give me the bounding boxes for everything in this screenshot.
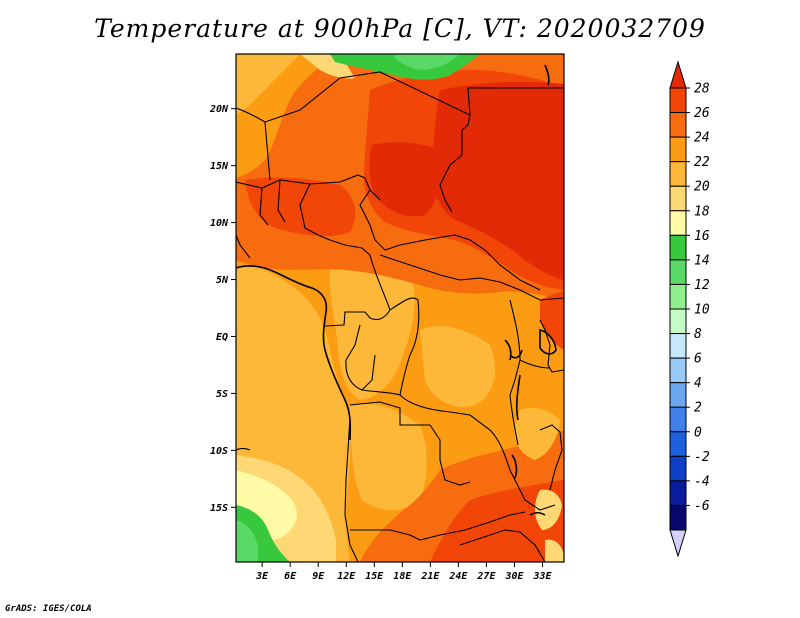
chart-title: Temperature at 900hPa [C], VT: 202003270… [94,14,706,43]
colorbar-label: 10 [694,303,710,318]
lon-tick-label: 24E [448,571,468,582]
colorbar-label: 4 [694,376,702,391]
colorbar-segment [669,87,687,114]
colorbar-segment [669,185,687,212]
map-frame [235,53,565,563]
lon-tick-label: 15E [365,571,384,582]
lon-tick-label: 3E [255,571,269,582]
colorbar-label: 24 [694,131,710,146]
colorbar-segment [669,480,687,506]
longitude-axis: 3E 6E 9E 12E 15E 18E 21E 24E 27E 30E 33E [255,562,553,582]
colorbar-segment [669,259,687,285]
latitude-axis: 20N 15N 10N 5N EQ 5S 10S 15S [209,104,236,514]
lon-tick-label: 6E [284,571,297,582]
coastlines [236,64,557,516]
lat-tick-label: 15S [210,503,228,514]
lon-tick-label: 21E [420,571,440,582]
grads-credit: GrADS: IGES/COLA [5,604,92,614]
lon-tick-label: 27E [476,571,496,582]
lat-tick-label: 5S [216,389,228,400]
colorbar-segment [669,504,687,531]
lat-tick-label: 10S [210,446,228,457]
colorbar-label: -2 [694,450,710,465]
colorbar-top-arrow [669,60,687,89]
colorbar-label: 6 [694,352,702,367]
lon-tick-label: 12E [337,571,356,582]
colorbar-label: 26 [694,106,710,121]
lat-tick-label: EQ [216,332,228,343]
colorbar-label: 12 [694,278,710,293]
colorbar-bottom-arrow [669,529,687,558]
colorbar-segment [669,112,687,138]
colorbar-label: 18 [694,204,710,219]
lon-tick-label: 9E [312,571,325,582]
colorbar-segment [669,234,687,261]
colorbar-label: 20 [694,180,710,195]
lon-tick-label: 30E [504,571,524,582]
colorbar-segment [669,161,687,187]
colorbar-label: 16 [694,229,710,244]
colorbar-label: 0 [694,425,702,440]
country-borders [236,71,564,562]
lon-tick-label: 33E [532,571,552,582]
lat-tick-label: 15N [210,161,229,172]
colorbar-segment [669,333,687,359]
colorbar-segment [669,308,687,335]
colorbar-segment [669,382,687,408]
colorbar-segment [669,406,687,433]
colorbar-label: 22 [694,155,710,170]
lat-tick-label: 10N [210,218,229,229]
lon-tick-label: 18E [393,571,412,582]
colorbar-label: 28 [694,82,710,97]
lat-tick-label: 20N [209,104,229,115]
colorbar-segment [669,431,687,457]
colorbar-label: -4 [694,474,710,489]
colorbar-segment [669,283,687,310]
colorbar-label: 2 [694,401,702,416]
colorbar-segment [669,455,687,482]
colorbar-label: 8 [694,327,702,342]
colorbar-segment [669,136,687,163]
colorbar-label: -6 [694,499,710,514]
temperature-field [236,54,564,562]
colorbar-segment [669,210,687,236]
colorbar-segment [669,357,687,384]
lat-tick-label: 5N [216,275,229,286]
colorbar-label: 14 [694,253,710,268]
